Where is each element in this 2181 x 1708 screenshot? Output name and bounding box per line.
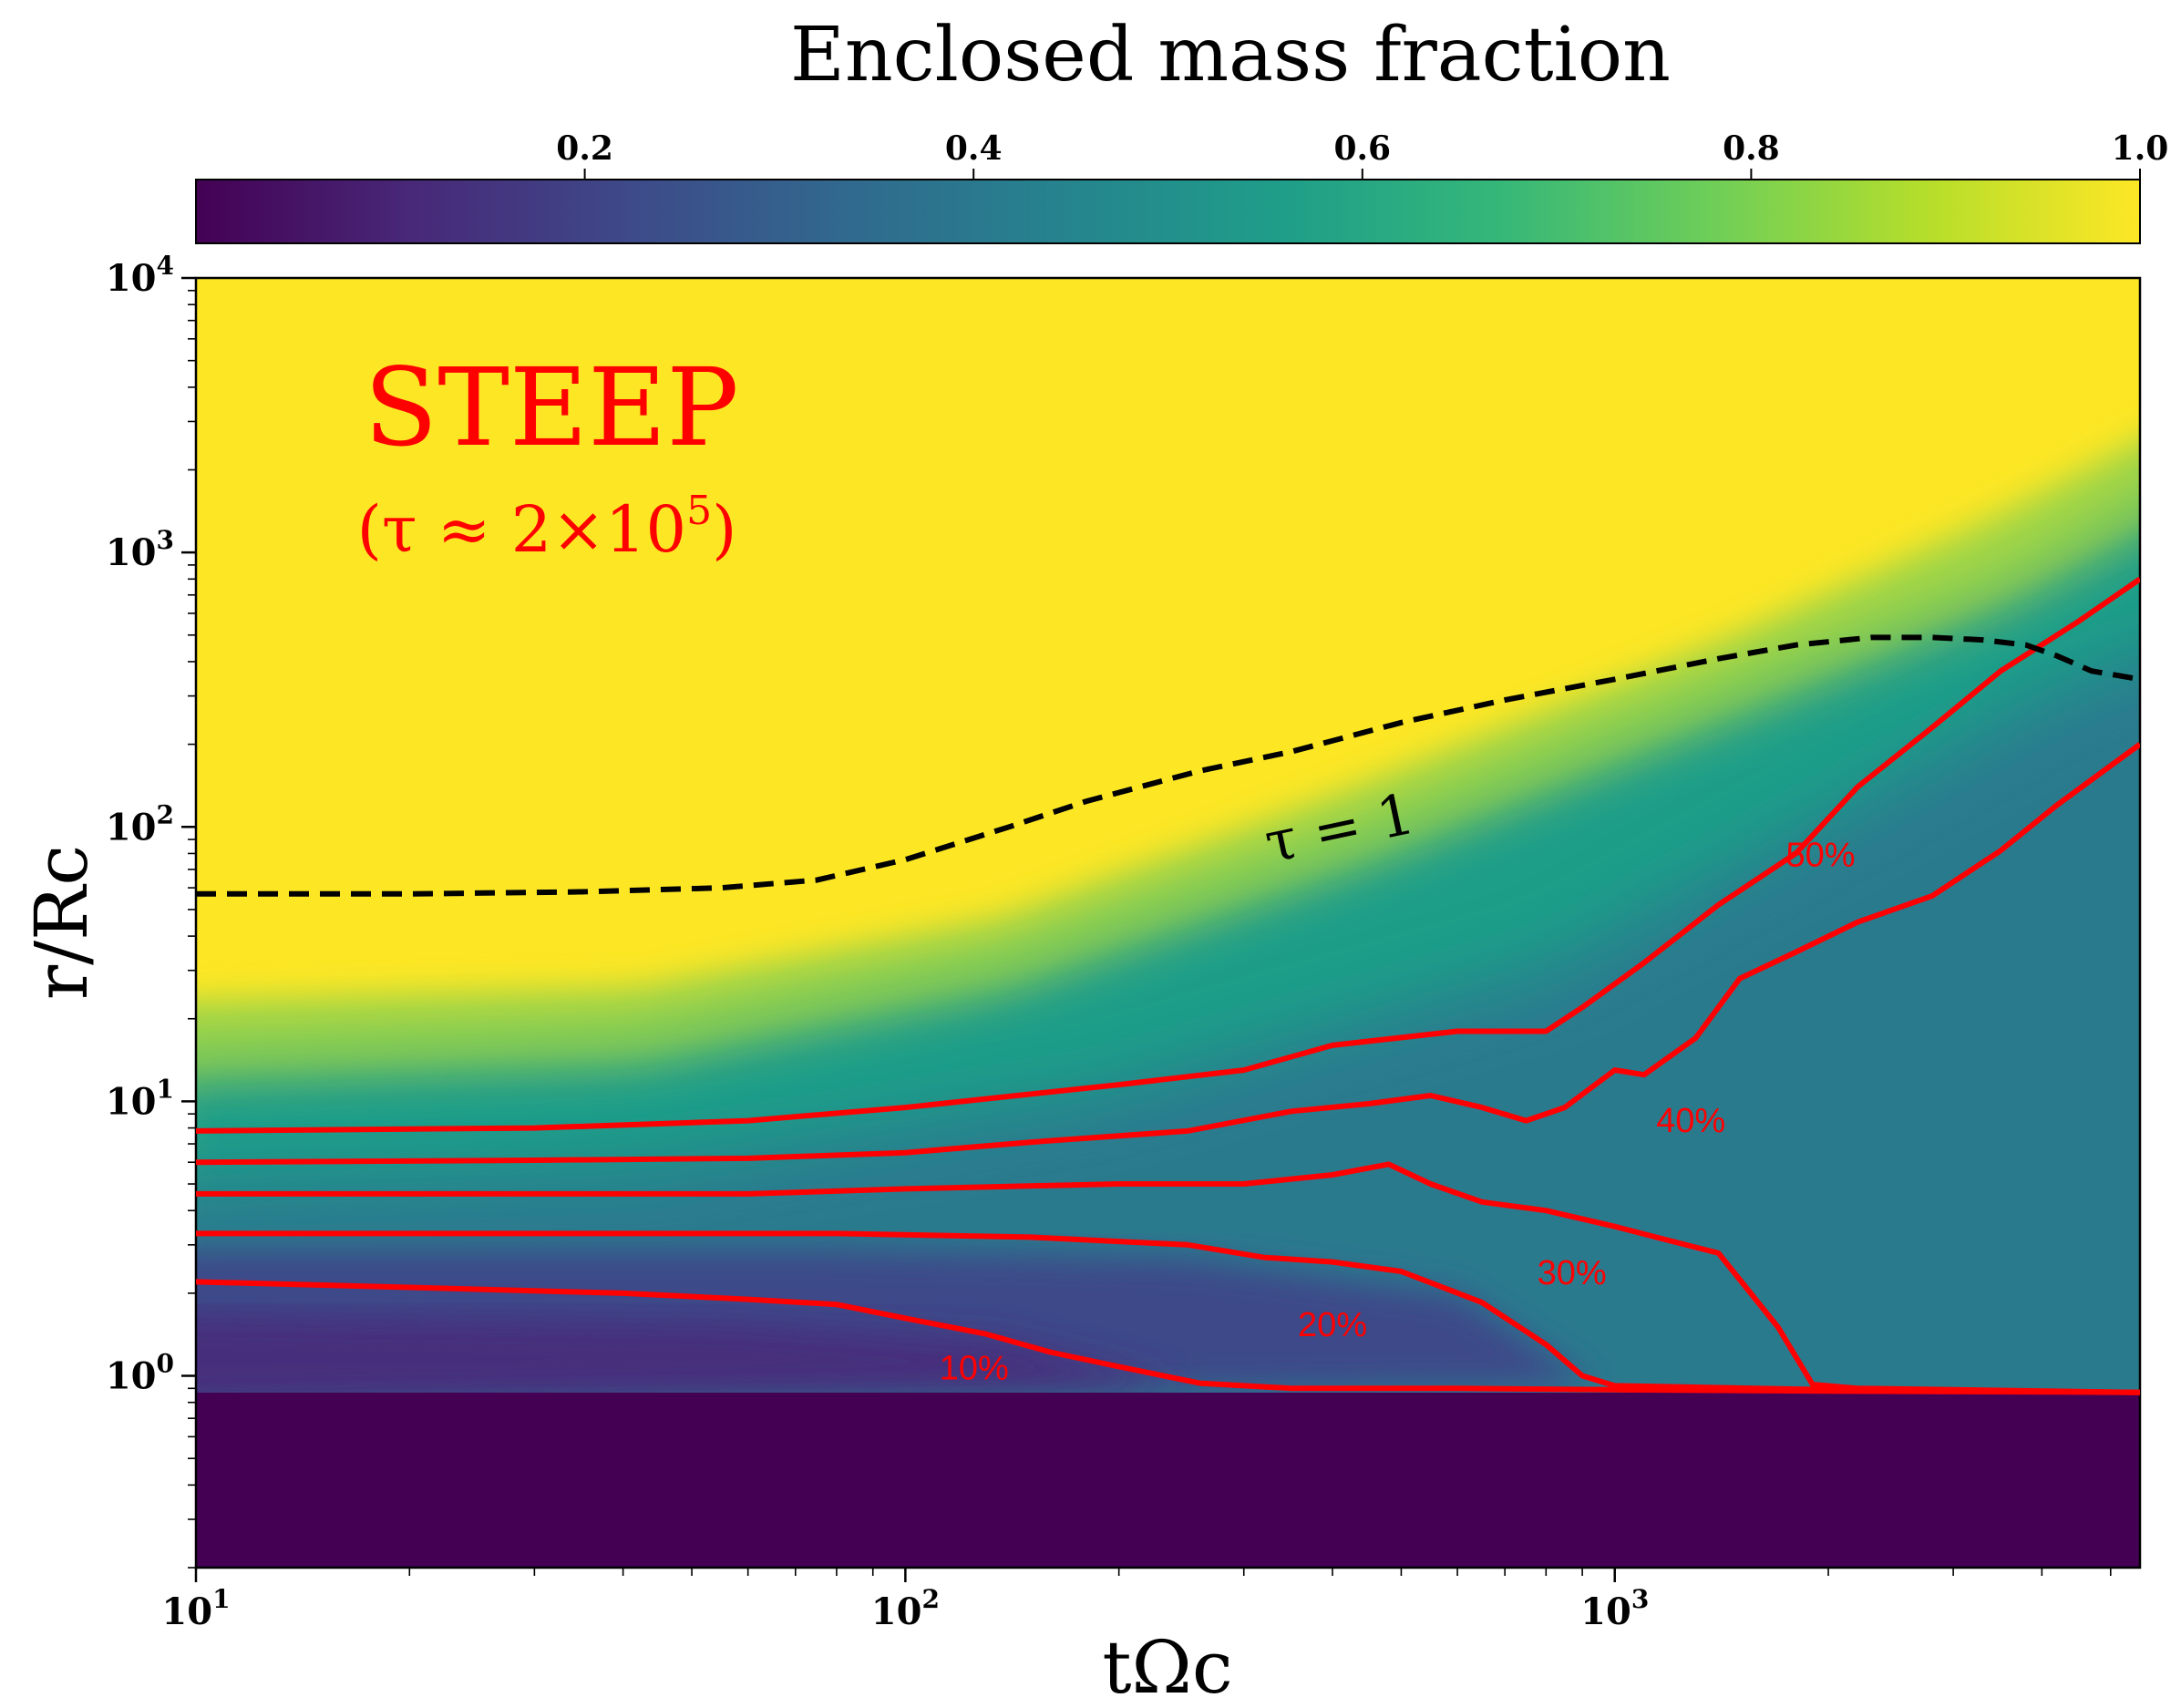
x-tick-label: 101 bbox=[161, 1584, 230, 1633]
heatmap-core bbox=[196, 1393, 2140, 1568]
y-tick-label: 101 bbox=[106, 1074, 174, 1123]
contour-label: 40% bbox=[1656, 1102, 1725, 1140]
contour-40pct bbox=[196, 742, 2140, 1166]
y-axis: 100 101 102 103 104 bbox=[106, 251, 196, 1569]
colorbar-ticks: 0.2 0.4 0.6 0.8 1.0 bbox=[556, 129, 2168, 180]
y-tick-label: 102 bbox=[106, 799, 174, 849]
tau-value-label: (τ ≈ 2×105) bbox=[357, 488, 737, 567]
contour-lines bbox=[196, 576, 2140, 1395]
heatmap-lightgreen-edge bbox=[196, 440, 2140, 1074]
colorbar-tick-label: 0.2 bbox=[556, 129, 613, 168]
contour-labels: 10% 20% 30% 40% 50% bbox=[940, 836, 1856, 1387]
plot-frame bbox=[194, 276, 2142, 1569]
contour-label: 20% bbox=[1298, 1306, 1367, 1344]
y-tick-label: 100 bbox=[106, 1349, 174, 1398]
heatmap bbox=[196, 278, 2140, 1568]
contour-20pct bbox=[196, 1230, 2140, 1395]
contour-label: 30% bbox=[1538, 1254, 1607, 1292]
tau-value-suffix: ) bbox=[712, 492, 736, 567]
contour-label: 50% bbox=[1785, 836, 1855, 874]
contour-30pct bbox=[196, 1161, 2140, 1395]
x-tick-label: 103 bbox=[1580, 1584, 1649, 1633]
colorbar-tick-label: 0.4 bbox=[945, 129, 1003, 168]
tau-one-line bbox=[196, 634, 2140, 897]
contour-50pct bbox=[196, 576, 2140, 1134]
x-axis-label: tΩc bbox=[1102, 1625, 1232, 1708]
contour-10pct bbox=[196, 1279, 2140, 1395]
tau-value-exponent: 5 bbox=[686, 488, 712, 534]
colorbar-tick-label: 0.8 bbox=[1723, 129, 1780, 168]
x-axis: 101 102 103 bbox=[161, 1568, 2112, 1633]
y-tick-label: 104 bbox=[106, 251, 174, 300]
tau-one-dashed-line bbox=[196, 634, 2140, 897]
y-tick-label: 103 bbox=[106, 525, 174, 574]
x-tick-label: 102 bbox=[871, 1584, 940, 1633]
contour-label: 10% bbox=[940, 1349, 1009, 1387]
tau-value-prefix: (τ ≈ 2×10 bbox=[357, 492, 686, 567]
colorbar bbox=[195, 179, 2141, 244]
heatmap-purple-region bbox=[196, 1313, 1185, 1403]
y-axis-label: r/Rc bbox=[19, 845, 104, 1000]
colorbar-title: Enclosed mass fraction bbox=[790, 12, 1671, 98]
colorbar-tick-label: 0.6 bbox=[1333, 129, 1391, 168]
model-label: STEEP bbox=[364, 345, 738, 470]
colorbar-tick-label: 1.0 bbox=[2112, 129, 2169, 168]
